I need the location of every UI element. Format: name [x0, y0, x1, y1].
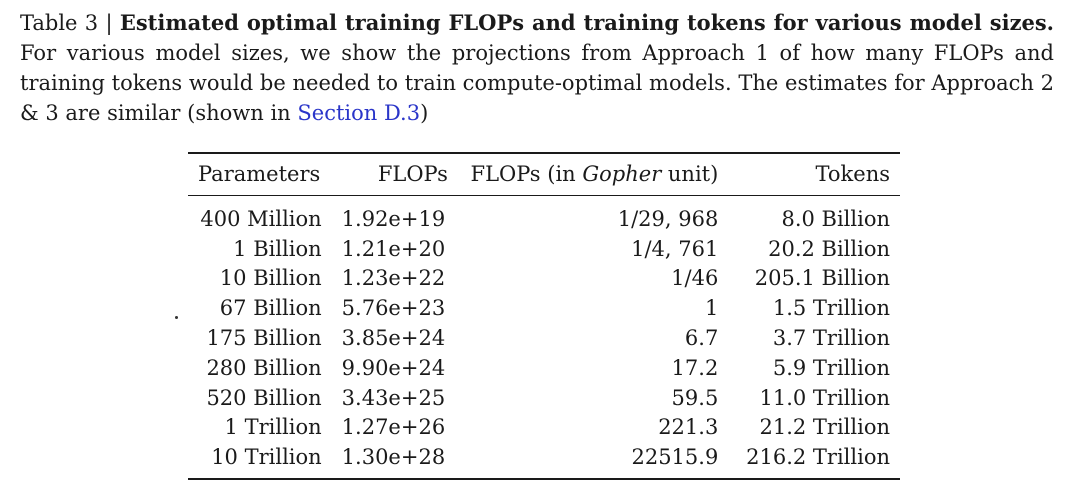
header-tokens: Tokens — [815, 162, 890, 186]
cell-flops: 1.30e+28 — [341, 445, 446, 470]
cell-flops-gopher: 1/46 — [671, 266, 719, 291]
cell-flops: 1.92e+19 — [341, 206, 446, 231]
table-row: 1 Trillion 1.27e+26 221.3 21.2 Trillion — [188, 413, 900, 443]
caption-label: Table 3 | — [20, 11, 120, 35]
caption-body-end: ) — [420, 101, 429, 125]
header-gopher-italic: Gopher — [582, 162, 662, 186]
caption-body: For various model sizes, we show the pro… — [20, 41, 1054, 125]
header-gopher-prefix: FLOPs (in — [470, 162, 583, 186]
table-row: 175 Billion 3.85e+24 6.7 3.7 Trillion — [188, 323, 900, 353]
header-gopher-suffix: unit) — [661, 162, 719, 186]
cell-flops-gopher: 221.3 — [658, 415, 719, 440]
cell-flops-gopher: 22515.9 — [631, 445, 719, 470]
table-row: 520 Billion 3.43e+25 59.5 11.0 Trillion — [188, 383, 900, 413]
cell-flops: 1.21e+20 — [341, 236, 446, 261]
section-link[interactable]: Section D.3 — [297, 101, 421, 125]
cell-tokens: 205.1 Billion — [754, 266, 890, 291]
cell-flops: 1.27e+26 — [341, 415, 446, 440]
cell-parameters: 67 Billion — [219, 296, 322, 321]
header-row: Parameters FLOPs FLOPs (in Gopher unit) … — [188, 154, 900, 196]
cell-flops: 9.90e+24 — [341, 355, 446, 380]
cell-flops-gopher: 1 — [704, 296, 719, 321]
cell-flops-gopher: 59.5 — [671, 385, 719, 410]
cell-parameters: 175 Billion — [206, 326, 322, 351]
cell-flops-gopher: 6.7 — [684, 326, 719, 351]
table-row: 10 Trillion 1.30e+28 22515.9 216.2 Trillion — [188, 442, 900, 479]
header-flops: FLOPs — [377, 162, 448, 186]
cell-flops-gopher: 1/4, 761 — [631, 236, 719, 261]
cell-tokens: 8.0 Billion — [781, 206, 890, 231]
cell-flops: 3.85e+24 — [341, 326, 446, 351]
cell-tokens: 11.0 Trillion — [759, 385, 890, 410]
cell-flops: 5.76e+23 — [341, 296, 446, 321]
cell-tokens: 5.9 Trillion — [772, 355, 890, 380]
table-row: 400 Million 1.92e+19 1/29, 968 8.0 Billion — [188, 196, 900, 234]
cell-parameters: 280 Billion — [206, 355, 322, 380]
header-flops-gopher: FLOPs (in Gopher unit) — [458, 154, 728, 196]
table-row: 1 Billion 1.21e+20 1/4, 761 20.2 Billion — [188, 234, 900, 264]
header-parameters: Parameters — [198, 162, 321, 186]
caption-title: Estimated optimal training FLOPs and tra… — [119, 10, 1054, 35]
cell-parameters: 400 Million — [200, 206, 322, 231]
cell-tokens: 20.2 Billion — [768, 236, 890, 261]
cell-tokens: 216.2 Trillion — [746, 445, 890, 470]
cell-parameters: 1 Billion — [233, 236, 322, 261]
cell-tokens: 3.7 Trillion — [772, 326, 890, 351]
estimates-table: Parameters FLOPs FLOPs (in Gopher unit) … — [188, 152, 900, 482]
cell-parameters: 520 Billion — [206, 385, 322, 410]
cell-tokens: 1.5 Trillion — [772, 296, 890, 321]
cell-flops: 3.43e+25 — [341, 385, 446, 410]
cell-parameters: 10 Billion — [219, 266, 322, 291]
cell-parameters: 10 Trillion — [211, 445, 322, 470]
cell-tokens: 21.2 Trillion — [759, 415, 890, 440]
cell-flops-gopher: 17.2 — [671, 355, 719, 380]
header-rule — [188, 195, 900, 196]
table-caption: Table 3 | Estimated optimal training FLO… — [20, 8, 1054, 128]
table-row: 10 Billion 1.23e+22 1/46 205.1 Billion — [188, 264, 900, 294]
cell-flops-gopher: 1/29, 968 — [617, 206, 719, 231]
cell-parameters: 1 Trillion — [224, 415, 322, 440]
bottom-rule — [188, 478, 900, 482]
stray-dot — [175, 316, 178, 319]
table-row: 67 Billion 5.76e+23 1 1.5 Trillion — [188, 293, 900, 323]
table-row: 280 Billion 9.90e+24 17.2 5.9 Trillion — [188, 353, 900, 383]
cell-flops: 1.23e+22 — [341, 266, 446, 291]
